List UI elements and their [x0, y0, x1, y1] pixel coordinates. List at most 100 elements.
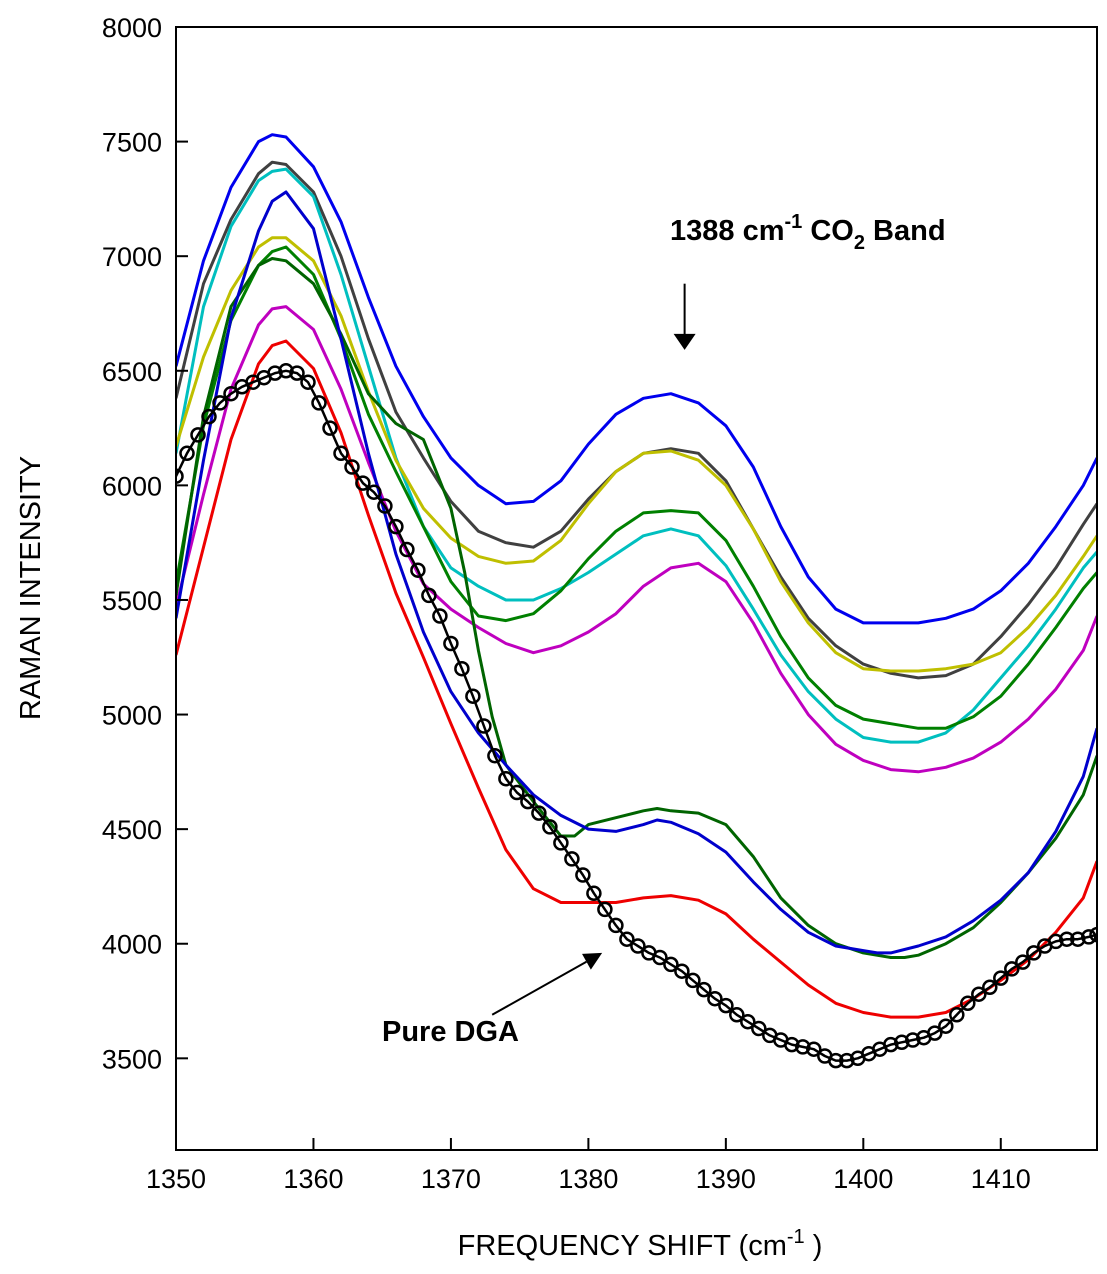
- data-point: [927, 1025, 943, 1041]
- data-point: [190, 427, 206, 443]
- data-point: [729, 1007, 745, 1023]
- series-line-4: [176, 236, 1097, 673]
- data-point: [993, 970, 1009, 986]
- dga-arrow-shaft: [491, 960, 587, 1016]
- data-point: [366, 484, 382, 500]
- series-line-9: [176, 339, 1097, 1019]
- data-point: [289, 365, 305, 381]
- series-line-7: [176, 257, 1097, 959]
- data-point: [652, 949, 668, 966]
- data-point: [905, 1032, 921, 1048]
- data-point: [476, 718, 492, 734]
- data-point: [498, 770, 514, 787]
- data-point: [784, 1036, 800, 1053]
- y-tick-label: 6000: [102, 471, 162, 501]
- data-point: [278, 363, 294, 379]
- data-point: [608, 917, 624, 934]
- data-point: [311, 395, 327, 411]
- data-point: [751, 1020, 767, 1037]
- dga-arrow-head: [582, 952, 603, 970]
- data-point: [465, 688, 481, 704]
- y-tick-label: 5500: [102, 586, 162, 616]
- data-point: [542, 819, 558, 835]
- data-point: [1048, 933, 1064, 950]
- data-point: [223, 385, 239, 402]
- x-tick-label: 1390: [696, 1164, 756, 1194]
- x-tick-label: 1360: [283, 1164, 343, 1194]
- y-tick-label: 3500: [102, 1044, 162, 1074]
- data-point: [960, 995, 976, 1012]
- plot-frame: [175, 26, 1098, 1151]
- data-point: [1089, 926, 1097, 943]
- y-tick-label: 6500: [102, 357, 162, 387]
- data-point: [828, 1052, 844, 1069]
- data-point: [586, 885, 602, 902]
- series-line-8: [176, 190, 1097, 955]
- data-point: [1015, 954, 1031, 970]
- x-axis-title: FREQUENCY SHIFT (cm-1 ): [458, 1226, 823, 1262]
- data-point: [630, 938, 646, 954]
- data-point: [531, 805, 547, 821]
- data-point: [333, 445, 349, 462]
- data-point: [388, 518, 404, 535]
- data-point: [1004, 961, 1020, 977]
- data-point: [597, 901, 613, 918]
- data-point: [1081, 929, 1097, 945]
- pure-dga-arrow: [491, 952, 603, 1016]
- series-line-1: [176, 133, 1097, 625]
- x-tick-label: 1370: [421, 1164, 481, 1194]
- x-tick-label: 1350: [146, 1164, 206, 1194]
- y-tick-label: 7500: [102, 128, 162, 158]
- data-point: [443, 635, 459, 652]
- data-point: [619, 931, 635, 947]
- data-point: [696, 981, 712, 998]
- data-point: [421, 587, 437, 604]
- band-arrow-head: [673, 333, 696, 350]
- data-point: [894, 1034, 910, 1051]
- data-point: [410, 562, 426, 578]
- data-point: [949, 1007, 965, 1023]
- data-point: [707, 990, 723, 1007]
- data-point: [201, 408, 217, 425]
- data-point: [322, 420, 338, 436]
- data-point: [839, 1052, 855, 1069]
- data-point: [1070, 931, 1086, 947]
- data-point: [300, 374, 316, 390]
- y-tick-label: 8000: [102, 13, 162, 43]
- x-tick-label: 1410: [971, 1164, 1031, 1194]
- x-tick-label: 1400: [833, 1164, 893, 1194]
- co2-band-arrow: [673, 283, 696, 350]
- y-tick-label: 4500: [102, 815, 162, 845]
- data-point: [740, 1013, 756, 1030]
- series-line-5: [176, 245, 1097, 730]
- data-point: [663, 956, 679, 973]
- series-line-10: [176, 369, 1097, 1062]
- data-point: [212, 395, 228, 411]
- series-line-3: [176, 167, 1097, 744]
- series-layer: [176, 133, 1097, 1069]
- data-point: [399, 541, 415, 558]
- data-point: [575, 867, 591, 883]
- data-point: [377, 498, 393, 514]
- data-point: [454, 660, 470, 677]
- data-point: [795, 1039, 811, 1055]
- y-axis-title: RAMAN INTENSITY: [15, 456, 47, 720]
- data-point: [179, 445, 195, 462]
- data-point: [806, 1041, 822, 1057]
- data-point: [883, 1036, 899, 1053]
- data-point: [1026, 945, 1042, 961]
- data-point: [982, 979, 998, 996]
- data-point: [344, 459, 360, 475]
- data-point: [685, 972, 701, 989]
- data-point: [971, 986, 987, 1002]
- y-tick-label: 4000: [102, 930, 162, 960]
- data-point: [564, 851, 580, 867]
- series-line-6: [176, 305, 1097, 774]
- data-point: [432, 608, 448, 624]
- data-point: [487, 748, 503, 764]
- y-tick-label: 5000: [102, 701, 162, 731]
- data-point: [718, 997, 734, 1014]
- data-point: [520, 793, 536, 810]
- series-line-2: [176, 160, 1097, 680]
